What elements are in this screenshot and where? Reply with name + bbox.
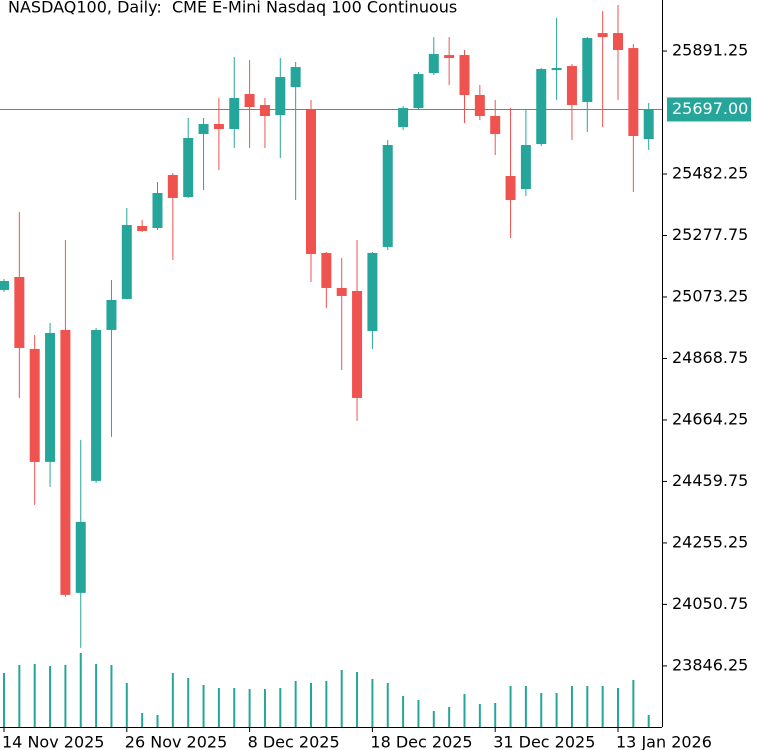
candle-body bbox=[213, 124, 224, 130]
candle-body bbox=[444, 55, 455, 59]
y-tick-label: 24459.75 bbox=[672, 471, 748, 490]
y-tick-label: 24868.75 bbox=[672, 348, 748, 367]
y-tick-label: 24050.75 bbox=[672, 594, 748, 613]
candle-body bbox=[45, 332, 56, 462]
y-tick-label: 24664.25 bbox=[672, 409, 748, 428]
last-price-label: 25697.00 bbox=[672, 99, 748, 118]
candle-body bbox=[428, 54, 439, 74]
candle-body bbox=[413, 74, 424, 109]
candle-body bbox=[14, 276, 25, 348]
candle-body bbox=[336, 287, 347, 296]
candle-body bbox=[551, 68, 562, 71]
candle-body bbox=[536, 69, 547, 145]
candle-body bbox=[275, 77, 286, 116]
candle-body bbox=[259, 105, 270, 117]
y-tick-label: 25073.25 bbox=[672, 286, 748, 305]
candle-body bbox=[321, 252, 332, 288]
candle-body bbox=[505, 176, 516, 201]
y-tick-label: 23846.25 bbox=[672, 655, 748, 674]
candle-body bbox=[152, 192, 163, 228]
candle-body bbox=[29, 348, 40, 462]
x-tick-label: 31 Dec 2025 bbox=[493, 733, 595, 750]
candle-body bbox=[582, 38, 593, 103]
x-tick-label: 18 Dec 2025 bbox=[370, 733, 472, 750]
candle-body bbox=[167, 175, 178, 198]
candle-body bbox=[60, 329, 71, 595]
candle-body bbox=[306, 109, 316, 254]
candle-body bbox=[0, 280, 9, 290]
candle-body bbox=[75, 521, 86, 593]
y-tick-label: 25891.25 bbox=[672, 41, 748, 60]
candle-body bbox=[198, 124, 209, 135]
x-tick-label: 13 Jan 2026 bbox=[616, 733, 712, 750]
chart-title: NASDAQ100, Daily: CME E-Mini Nasdaq 100 … bbox=[8, 0, 457, 17]
y-tick-label: 25277.75 bbox=[672, 225, 748, 244]
x-tick-label: 14 Nov 2025 bbox=[2, 733, 104, 750]
x-tick-label: 26 Nov 2025 bbox=[125, 733, 227, 750]
candle-body bbox=[229, 98, 240, 130]
candle-body bbox=[121, 224, 132, 299]
y-tick-label: 25482.25 bbox=[672, 164, 748, 183]
candle-body bbox=[520, 145, 531, 189]
candle-body bbox=[459, 55, 470, 96]
candle-body bbox=[566, 66, 577, 106]
candle-body bbox=[398, 108, 409, 127]
candle-body bbox=[382, 145, 393, 247]
candle-body bbox=[244, 94, 255, 108]
candle-body bbox=[628, 48, 639, 137]
candle-body bbox=[137, 225, 148, 231]
candle-body bbox=[490, 116, 501, 135]
candle-body bbox=[290, 67, 301, 88]
candle-body bbox=[474, 95, 485, 117]
last-price-box bbox=[667, 97, 751, 122]
candle-body bbox=[367, 252, 378, 331]
candle-body bbox=[183, 138, 194, 197]
candle-body bbox=[643, 110, 654, 140]
y-tick-label: 24255.25 bbox=[672, 532, 748, 551]
candle-body bbox=[613, 33, 623, 51]
candle-body bbox=[352, 290, 363, 398]
candle-body bbox=[106, 299, 117, 330]
candle-body bbox=[91, 329, 102, 481]
candle-body bbox=[597, 33, 608, 38]
x-tick-label: 8 Dec 2025 bbox=[248, 733, 340, 750]
